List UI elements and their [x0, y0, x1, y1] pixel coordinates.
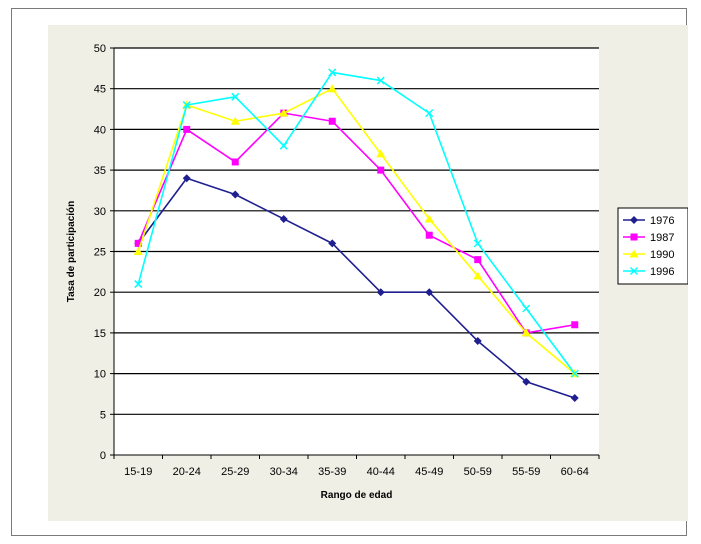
data-point-1976 — [182, 174, 191, 183]
legend-item-1996: 1996 — [623, 266, 674, 278]
y-tick-label: 10 — [94, 369, 106, 381]
x-axis-title: Rango de edad — [321, 490, 393, 501]
legend-marker — [630, 233, 638, 241]
data-point-1996 — [376, 76, 385, 85]
data-point-1996 — [231, 92, 240, 101]
y-tick-label: 20 — [94, 287, 106, 299]
legend-marker — [629, 249, 639, 258]
data-point-1996 — [328, 68, 337, 77]
data-point-1996 — [473, 239, 482, 248]
data-point-1987 — [474, 256, 482, 264]
x-tick-label: 60-64 — [561, 466, 589, 478]
legend-label: 1976 — [650, 215, 674, 227]
data-point-1990 — [279, 108, 289, 117]
y-tick-label: 50 — [94, 43, 106, 55]
data-point-1976 — [473, 337, 482, 346]
data-point-1976 — [279, 214, 288, 223]
y-tick-label: 15 — [94, 328, 106, 340]
data-point-1987 — [231, 158, 239, 166]
y-axis-title: Tasa de participación — [66, 201, 77, 303]
data-point-1976 — [376, 288, 385, 297]
y-tick-label: 45 — [94, 84, 106, 96]
series — [133, 68, 580, 403]
grid — [114, 47, 599, 455]
series-line-1976 — [137, 177, 576, 399]
series-line-1990 — [137, 87, 576, 375]
legend-marker — [629, 266, 639, 276]
x-tick-label: 30-34 — [270, 466, 298, 478]
legend-item-1976: 1976 — [623, 215, 674, 227]
y-tick-label: 40 — [94, 124, 106, 136]
axes: 0 5 10 15 20 25 30 35 40 45 50 15-19 20-24 25-29 30-34… — [94, 43, 600, 478]
x-tick-label: 25-29 — [221, 466, 249, 478]
series-line-1987 — [137, 112, 575, 334]
data-point-1987 — [183, 125, 191, 133]
series-1996 — [134, 68, 579, 378]
data-point-1990 — [473, 271, 483, 280]
data-point-1987 — [377, 166, 385, 174]
legend-label: 1996 — [650, 266, 674, 278]
data-point-1987 — [134, 239, 142, 247]
data-point-1996 — [522, 304, 531, 313]
x-tick-label: 20-24 — [173, 466, 201, 478]
x-tick-label: 50-59 — [464, 466, 492, 478]
y-tick-label: 0 — [100, 450, 106, 462]
line-chart: 0 5 10 15 20 25 30 35 40 45 50 15-19 20-24 25-29 30-34… — [48, 25, 688, 521]
legend-label: 1990 — [650, 249, 674, 261]
data-point-1976 — [570, 394, 579, 403]
y-tick-label: 35 — [94, 165, 106, 177]
data-point-1987 — [571, 321, 579, 329]
data-point-1987 — [328, 117, 336, 125]
data-point-1976 — [231, 190, 240, 199]
x-tick-label: 15-19 — [124, 466, 152, 478]
data-point-1996 — [182, 100, 191, 110]
x-tick-label: 40-44 — [367, 466, 395, 478]
data-point-1990 — [230, 116, 240, 125]
series-line-1996 — [137, 71, 576, 375]
data-point-1976 — [522, 377, 531, 386]
data-point-1990 — [424, 214, 434, 223]
legend: 1976 1987 1990 1996 — [617, 207, 688, 285]
legend-item-1987: 1987 — [623, 232, 674, 244]
y-tick-label: 5 — [100, 409, 106, 421]
data-point-1996 — [570, 369, 579, 378]
chart-frame: 0 5 10 15 20 25 30 35 40 45 50 15-19 20-24 25-29 30-34… — [11, 8, 688, 536]
data-point-1990 — [521, 328, 531, 337]
data-point-1976 — [425, 288, 434, 297]
data-point-1996 — [425, 109, 434, 118]
x-tick-label: 45-49 — [415, 466, 443, 478]
legend-marker — [630, 216, 638, 224]
data-point-1990 — [133, 247, 143, 255]
x-tick-label: 35-39 — [318, 466, 346, 478]
data-point-1996 — [134, 280, 143, 289]
data-point-1976 — [328, 239, 337, 248]
data-point-1990 — [376, 149, 386, 158]
legend-label: 1987 — [650, 232, 674, 244]
y-tick-label: 30 — [94, 206, 106, 218]
data-point-1987 — [425, 231, 433, 239]
x-tick-label: 55-59 — [512, 466, 540, 478]
data-point-1990 — [327, 84, 337, 93]
y-tick-label: 25 — [94, 247, 106, 259]
data-point-1996 — [279, 141, 288, 150]
legend-item-1990: 1990 — [623, 249, 674, 261]
